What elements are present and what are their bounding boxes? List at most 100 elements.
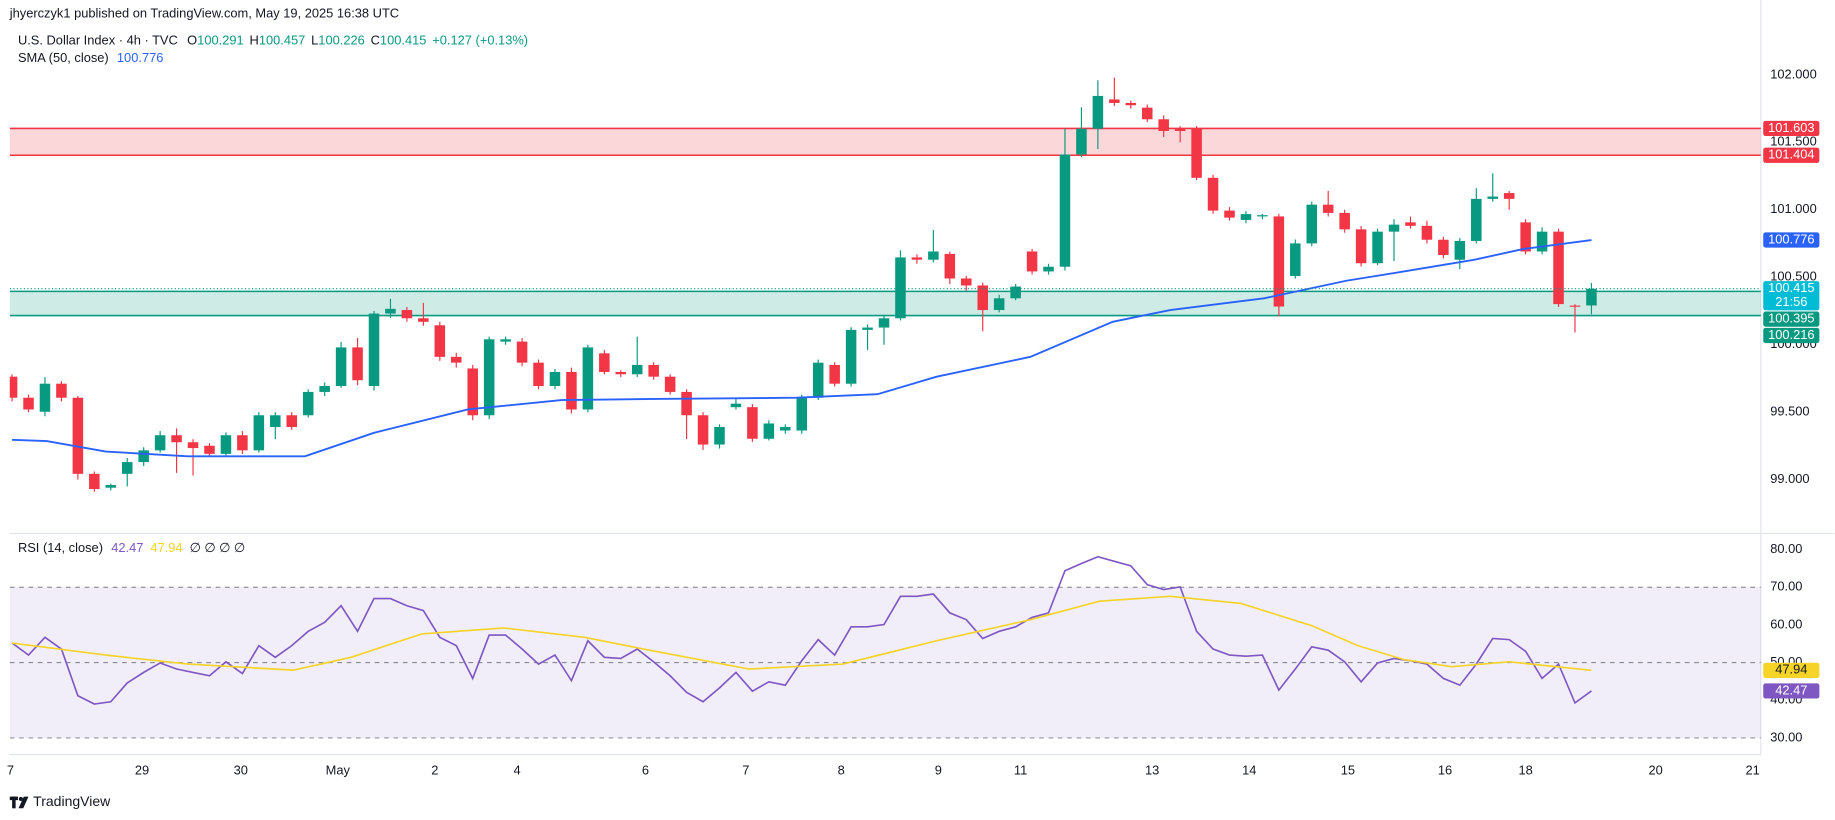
ohlc-value: 100.415 (380, 32, 426, 47)
price-badge (1763, 232, 1820, 248)
candle-body (72, 397, 84, 474)
candle-body (1322, 204, 1334, 213)
ohlc-key: H (250, 32, 259, 47)
x-tick-label: May (326, 762, 351, 777)
candle-body (1273, 216, 1285, 307)
candle-body (237, 435, 248, 451)
candle-body (895, 257, 906, 319)
candle-body (714, 427, 725, 445)
change-value: +0.127 (+0.13%) (432, 32, 528, 47)
candle-body (697, 415, 709, 445)
candle-body (451, 356, 462, 363)
x-tick-label: 4 (514, 762, 521, 777)
candle-body (1438, 239, 1449, 255)
x-tick-label: 6 (642, 762, 649, 777)
price-badge-label: 100.395 (1768, 311, 1814, 326)
candle-body (533, 362, 544, 386)
x-tick-label: 2 (431, 762, 438, 777)
x-tick-label: 9 (935, 762, 942, 777)
x-tick-label: 15 (1341, 762, 1355, 777)
y-tick-label: 99.500 (1770, 404, 1809, 419)
candle-body (319, 385, 330, 392)
x-tick-label: 8 (838, 762, 845, 777)
x-tick-label: 21 (1746, 762, 1760, 777)
price-pane (9, 77, 1761, 492)
candle-body (1174, 128, 1186, 132)
candle-body (516, 341, 528, 363)
candle-body (961, 278, 972, 286)
x-tick-label: 14 (1242, 762, 1256, 777)
candle-body (582, 347, 594, 410)
price-badge (1763, 311, 1820, 327)
candle-body (1010, 286, 1021, 299)
y-tick-label: 30.00 (1770, 729, 1802, 744)
candle-body (270, 415, 281, 428)
price-badge (1763, 281, 1820, 311)
candle-body (352, 347, 363, 381)
candle-body (253, 415, 265, 451)
price-badge (1763, 120, 1820, 137)
candle-body (1339, 212, 1350, 230)
candle-body (1290, 243, 1301, 277)
candle-body (105, 485, 117, 488)
candle-body (664, 376, 676, 392)
x-tick-label: 29 (135, 762, 149, 777)
candle-body (1503, 193, 1515, 199)
y-tick-label: 70.00 (1770, 579, 1802, 594)
x-tick-label: 20 (1648, 762, 1662, 777)
candle-body (220, 435, 232, 454)
brand-logo (9, 796, 29, 809)
ohlc-value: 100.291 (197, 32, 243, 47)
candle-body (171, 435, 182, 443)
candle-body (187, 442, 199, 449)
zone (9, 291, 1761, 316)
symbol-title: U.S. Dollar Index · 4h · TVC (18, 32, 178, 47)
candle-body (1553, 231, 1564, 305)
candle-body (302, 391, 314, 416)
candle-body (401, 310, 413, 319)
candle-body (1240, 214, 1252, 220)
candle-body (648, 364, 659, 377)
candle-body (1421, 225, 1433, 240)
candle-body (928, 251, 939, 260)
candle-body (335, 347, 347, 386)
zone (9, 128, 1761, 156)
candle-body (747, 407, 758, 439)
y-tick-label: 102.000 (1770, 66, 1816, 81)
candle-body (368, 313, 380, 386)
candle-body (385, 308, 396, 314)
candle-body (1191, 128, 1202, 178)
candle-body (878, 318, 890, 328)
candle-body (1536, 231, 1548, 252)
candle-body (467, 368, 478, 416)
candle-body (796, 397, 808, 431)
price-badge (1763, 662, 1820, 678)
candle-body (549, 371, 561, 386)
overlay: 99.00099.500100.000100.500101.000101.500… (7, 32, 1820, 777)
candle-body (944, 253, 956, 279)
candle-body (1059, 154, 1071, 267)
ohlc-key: L (311, 32, 318, 47)
candle-body (631, 364, 643, 375)
sma-legend: SMA (50, close) (18, 50, 109, 65)
candle-body (500, 339, 511, 342)
price-badge (1763, 683, 1820, 699)
candle-body (1109, 99, 1120, 103)
candle-body (993, 298, 1005, 311)
price-badge (1763, 327, 1820, 344)
price-badge-label: 101.404 (1768, 147, 1814, 162)
candle-body (1207, 177, 1219, 211)
candle-body (154, 435, 166, 451)
x-tick-label: 16 (1438, 762, 1452, 777)
candle-body (1454, 240, 1466, 260)
candle-body (39, 383, 51, 412)
candle-body (1092, 95, 1104, 129)
candle-body (862, 327, 873, 330)
candle-body (1586, 288, 1597, 306)
candle-body (1076, 128, 1087, 155)
price-badge-label: 42.47 (1775, 682, 1807, 697)
candle-body (763, 423, 775, 439)
y-tick-label: 100.500 (1770, 269, 1816, 284)
candle-body (911, 257, 923, 260)
